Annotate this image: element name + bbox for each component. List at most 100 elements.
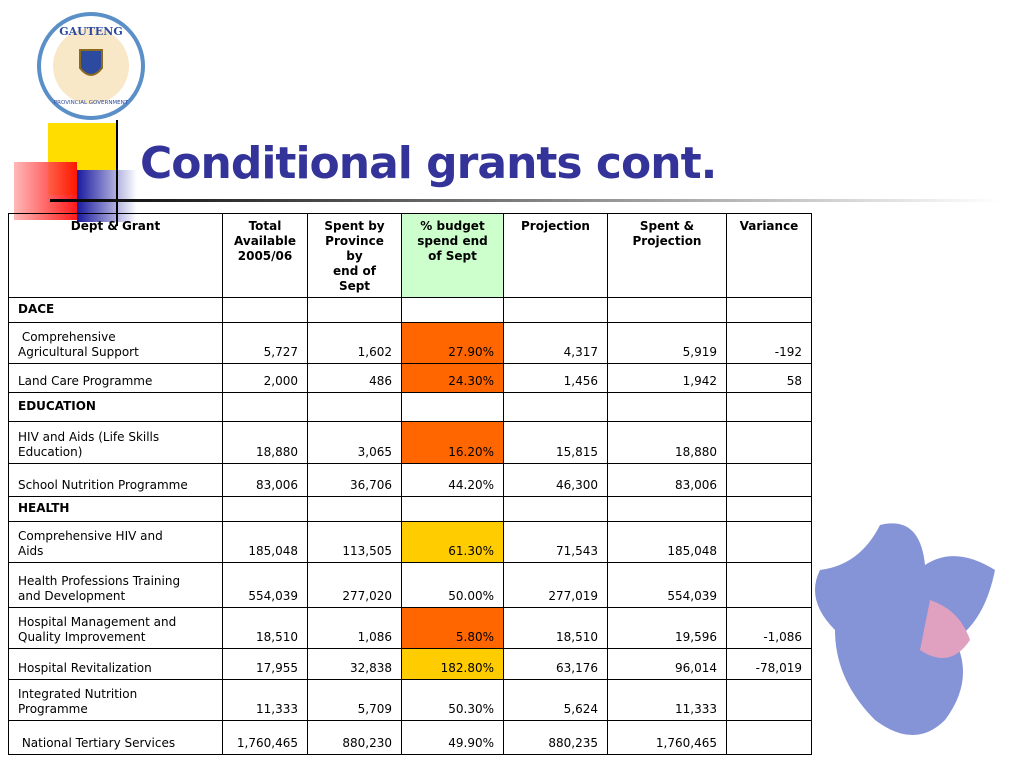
section-row: DACE [8,297,812,323]
grant-name: Comprehensive Agricultural Support [8,322,223,364]
grant-name: Hospital Revitalization [8,648,223,680]
section-row: HEALTH [8,496,812,522]
grant-name: Integrated Nutrition Programme [8,679,223,721]
value-cell: 3,065 [307,421,402,464]
value-cell: 5.80% [401,607,504,649]
data-row: National Tertiary Services 1,760,465 880,2… [8,720,812,755]
value-cell: 83,006 [222,463,308,497]
value-cell: 58 [726,363,812,393]
empty-cell [401,392,504,422]
value-cell: 880,235 [503,720,608,755]
data-row: Integrated Nutrition Programme 11,333 5,70… [8,679,812,721]
value-cell: 5,919 [607,322,727,364]
grants-table: Dept & Grant Total Available 2005/06 Spent… [8,213,812,755]
empty-cell [307,297,402,323]
value-cell [726,562,812,608]
value-cell: 96,014 [607,648,727,680]
data-row: Land Care Programme 2,000 486 24.30% 1,456 1,… [8,363,812,393]
data-row: School Nutrition Programme 83,006 36,706 44… [8,463,812,497]
header-cell: Total Available 2005/06 [222,213,308,298]
grant-name: School Nutrition Programme [8,463,223,497]
value-cell: 50.00% [401,562,504,608]
value-cell: 36,706 [307,463,402,497]
empty-cell [607,392,727,422]
red-square [14,162,77,220]
value-cell: 18,880 [607,421,727,464]
section-label: EDUCATION [8,392,223,422]
value-cell: 4,317 [503,322,608,364]
grant-name: National Tertiary Services [8,720,223,755]
value-cell: 44.20% [401,463,504,497]
logo-name: GAUTENG [59,25,123,38]
value-cell: 63,176 [503,648,608,680]
value-cell: 1,760,465 [607,720,727,755]
value-cell: 18,880 [222,421,308,464]
empty-cell [307,392,402,422]
value-cell: 277,019 [503,562,608,608]
header-cell: Variance [726,213,812,298]
value-cell: 5,709 [307,679,402,721]
value-cell: 46,300 [503,463,608,497]
value-cell: 11,333 [222,679,308,721]
empty-cell [726,392,812,422]
value-cell: 880,230 [307,720,402,755]
value-cell: 1,942 [607,363,727,393]
empty-cell [222,297,308,323]
value-cell: 61.30% [401,521,504,563]
value-cell: 32,838 [307,648,402,680]
grant-name: Health Professions Training and Developm… [8,562,223,608]
value-cell: 277,020 [307,562,402,608]
header-cell: Spent & Projection [607,213,727,298]
empty-cell [726,496,812,522]
header-cell: Projection [503,213,608,298]
value-cell: 49.90% [401,720,504,755]
header-cell: Spent by Province by end of Sept [307,213,402,298]
value-cell [726,421,812,464]
value-cell: 1,086 [307,607,402,649]
data-row: HIV and Aids (Life Skills Education) 18,8… [8,421,812,464]
value-cell: 554,039 [222,562,308,608]
empty-cell [222,392,308,422]
value-cell: 113,505 [307,521,402,563]
grant-name: HIV and Aids (Life Skills Education) [8,421,223,464]
value-cell: 486 [307,363,402,393]
data-row: Hospital Management and Quality Improvem… [8,607,812,649]
value-cell: 1,760,465 [222,720,308,755]
value-cell: 71,543 [503,521,608,563]
value-cell [726,521,812,563]
value-cell: 2,000 [222,363,308,393]
header-cell: % budget spend end of Sept [401,213,504,298]
data-row: Comprehensive HIV and Aids 185,048 113,505… [8,521,812,563]
grant-name: Land Care Programme [8,363,223,393]
value-cell [726,679,812,721]
grant-name: Hospital Management and Quality Improvem… [8,607,223,649]
logo-shield [79,49,103,76]
butterfly-image [815,523,995,735]
value-cell [726,463,812,497]
value-cell: 18,510 [503,607,608,649]
butterfly-detail [920,600,970,658]
empty-cell [401,297,504,323]
header-cell: Dept & Grant [8,213,223,298]
value-cell: 185,048 [222,521,308,563]
value-cell: 18,510 [222,607,308,649]
value-cell: 50.30% [401,679,504,721]
data-row: Comprehensive Agricultural Support 5,727 1… [8,322,812,364]
value-cell: 1,602 [307,322,402,364]
empty-cell [503,297,608,323]
value-cell: 17,955 [222,648,308,680]
horizontal-rule [50,199,1000,202]
value-cell: 27.90% [401,322,504,364]
empty-cell [307,496,402,522]
grant-name: Comprehensive HIV and Aids [8,521,223,563]
value-cell: 185,048 [607,521,727,563]
value-cell: -1,086 [726,607,812,649]
empty-cell [726,297,812,323]
empty-cell [503,496,608,522]
value-cell: -78,019 [726,648,812,680]
value-cell: 5,727 [222,322,308,364]
value-cell: 19,596 [607,607,727,649]
logo-subtitle: PROVINCIAL GOVERNMENT [54,100,129,106]
